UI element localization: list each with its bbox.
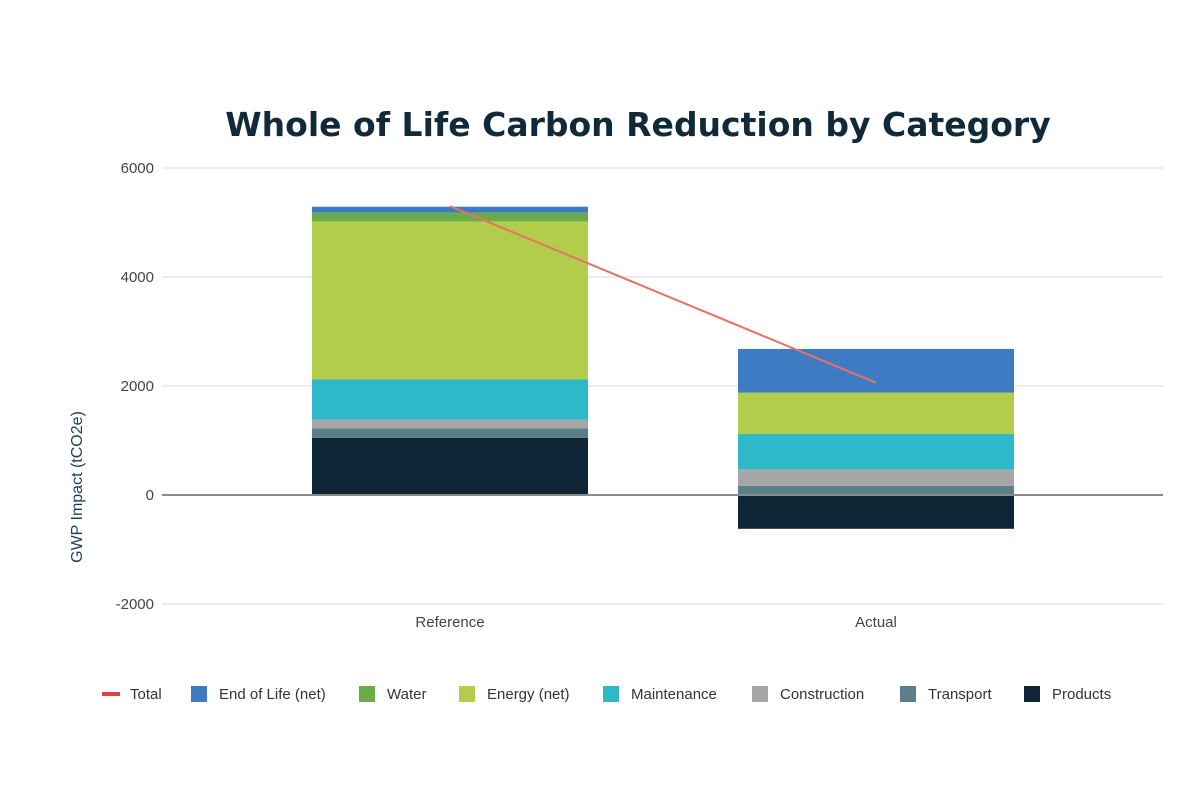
x-category-label: Actual xyxy=(855,614,897,631)
bar-segment-end-of-life-net xyxy=(312,206,588,213)
legend-swatch-products xyxy=(1024,686,1040,702)
bar-segment-transport xyxy=(312,428,588,438)
legend-swatch-energy-net xyxy=(459,686,475,702)
bar-segment-maintenance xyxy=(312,379,588,420)
bar-segment-construction xyxy=(312,419,588,429)
legend-label-transport: Transport xyxy=(928,686,992,703)
bar-segment-maintenance xyxy=(738,433,1014,470)
legend-label-products: Products xyxy=(1052,686,1111,703)
legend-label-end-of-life-net: End of Life (net) xyxy=(219,686,326,703)
bar-segment-transport xyxy=(738,485,1014,495)
y-tick-label: -2000 xyxy=(116,596,154,613)
bars-layer xyxy=(312,206,1014,529)
legend-label-construction: Construction xyxy=(780,686,864,703)
bar-segment-water xyxy=(312,212,588,222)
bar-segment-energy-net xyxy=(312,221,588,380)
y-tick-label: 6000 xyxy=(121,160,154,177)
legend-swatch-water xyxy=(359,686,375,702)
y-axis-title: GWP Impact (tCO2e) xyxy=(69,411,86,563)
bar-segment-energy-net xyxy=(738,392,1014,434)
bar-segment-products xyxy=(312,437,588,495)
y-tick-label: 4000 xyxy=(121,269,154,286)
bar-segment-end-of-life-net xyxy=(738,348,1014,393)
bar-segment-construction xyxy=(738,469,1014,486)
legend-label-water: Water xyxy=(387,686,426,703)
legend-swatch-end-of-life-net xyxy=(191,686,207,702)
legend: Total End of Life (net) Water Energy (net) M… xyxy=(102,686,1111,703)
legend-swatch-transport xyxy=(900,686,916,702)
x-category-label: Reference xyxy=(415,614,484,631)
line-layer xyxy=(449,205,877,384)
legend-label-total: Total xyxy=(130,686,162,703)
y-tick-label: 2000 xyxy=(121,378,154,395)
total-line xyxy=(449,205,877,384)
chart-title: Whole of Life Carbon Reduction by Catego… xyxy=(225,105,1050,144)
legend-label-energy-net: Energy (net) xyxy=(487,686,570,703)
y-tick-label: 0 xyxy=(146,487,154,504)
legend-swatch-construction xyxy=(752,686,768,702)
legend-label-maintenance: Maintenance xyxy=(631,686,717,703)
axis-layer: 6000 4000 2000 0 -2000 Reference Actual xyxy=(116,160,1163,631)
legend-swatch-maintenance xyxy=(603,686,619,702)
legend-line-swatch-total xyxy=(102,692,120,696)
bar-segment-products xyxy=(738,495,1014,529)
